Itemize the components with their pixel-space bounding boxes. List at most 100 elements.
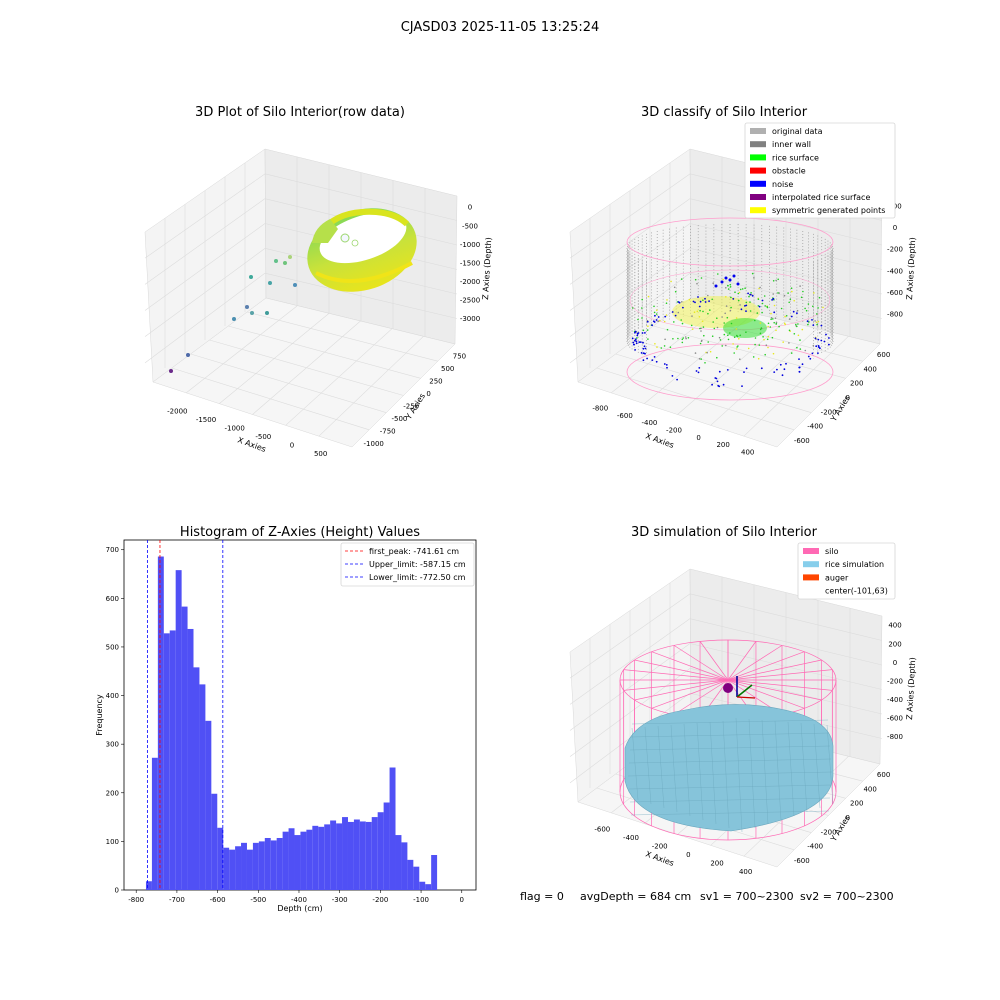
surface-point [778, 325, 780, 328]
x-tick-label: -500 [255, 433, 271, 441]
hist-bar [205, 720, 212, 890]
surface-point [802, 290, 804, 293]
hist-x-tick-label: -200 [372, 896, 388, 904]
surface-point [767, 322, 770, 325]
noise-point [682, 306, 684, 309]
noise-point [761, 299, 764, 302]
surface-point [725, 305, 728, 307]
hist-bar [300, 831, 307, 890]
raw-point [169, 369, 173, 373]
surface-point [772, 318, 774, 320]
noise-point [634, 331, 636, 334]
surface-point [758, 287, 760, 290]
surface-point [780, 307, 783, 310]
surface-point [772, 280, 775, 282]
surface-point [719, 339, 722, 341]
noise-point [758, 305, 761, 308]
surface-point [647, 325, 649, 328]
surface-point [761, 302, 764, 305]
surface-point [745, 301, 748, 304]
surface-point [753, 277, 755, 279]
footer-avg-depth: avgDepth = 684 cm [580, 890, 691, 903]
hist-y-tick-label: 700 [106, 546, 119, 554]
hist-bar [401, 842, 408, 890]
noise-point [694, 301, 696, 304]
surface-point [687, 337, 690, 339]
surface-point [737, 292, 740, 295]
y-tick-label: 400 [863, 785, 876, 793]
surface-point [775, 329, 777, 332]
legend-swatch [750, 141, 766, 148]
noise-point [655, 319, 658, 321]
noise-point [642, 352, 645, 355]
surface-point [814, 320, 816, 322]
surface-point [696, 310, 699, 313]
surface-point [812, 305, 814, 308]
surface-point [737, 299, 740, 302]
noise-point [698, 305, 701, 308]
raw-point [288, 255, 292, 259]
surface-point [760, 327, 763, 329]
legend-label: inner wall [772, 140, 811, 149]
y-tick-label: 750 [453, 352, 466, 360]
surface-point [663, 345, 666, 347]
noise-point [646, 357, 648, 360]
surface-point [674, 290, 677, 293]
noise-point [812, 324, 815, 326]
surface-point [670, 280, 672, 283]
noise-point [798, 366, 801, 369]
surface-point [657, 320, 660, 323]
y-tick-label: -500 [391, 415, 407, 423]
hist-bar [264, 837, 271, 890]
surface-point [665, 302, 668, 305]
surface-point [700, 330, 702, 332]
z-tick-label: -400 [887, 696, 903, 704]
surface-point [727, 338, 730, 341]
noise-point [724, 276, 728, 280]
surface-point [701, 320, 704, 323]
hist-bar [151, 757, 158, 890]
surface-point [655, 313, 658, 315]
noise-point [815, 345, 818, 348]
raw-point [245, 305, 249, 309]
hist-legend-label: first_peak: -741.61 cm [369, 547, 459, 556]
noise-point [776, 368, 778, 371]
noise-point [745, 367, 748, 370]
legend-swatch [803, 548, 819, 554]
noise-point [811, 352, 814, 355]
surface-point [698, 316, 701, 318]
y-tick-label: -1000 [364, 440, 384, 448]
hist-bar [383, 802, 390, 890]
noise-point [796, 312, 798, 315]
hist-bar [229, 849, 236, 890]
surface-point [767, 325, 769, 328]
surface-point [770, 317, 773, 319]
raw-point [249, 275, 253, 279]
surface-point [735, 317, 738, 319]
hist-y-tick-label: 400 [106, 692, 119, 700]
surface-point [812, 344, 815, 347]
hist-bar [199, 684, 206, 891]
surface-point [772, 352, 775, 355]
surface-point [797, 334, 800, 337]
surface-point [699, 309, 701, 312]
z-tick-label: -1500 [460, 259, 480, 267]
legend-swatch [803, 574, 819, 581]
surface-point [764, 353, 766, 356]
classify-legend: original data inner wall rice surface obsta… [744, 122, 896, 219]
surface-point [763, 295, 766, 297]
hist-bar [288, 828, 295, 890]
noise-point [781, 374, 784, 377]
surface-point [799, 339, 801, 341]
sim-title: 3D simulation of Silo Interior [631, 525, 818, 540]
surface-point [647, 338, 649, 340]
noise-point [640, 352, 643, 354]
noise-point [717, 384, 720, 387]
noise-point [820, 339, 823, 342]
surface-point [646, 329, 649, 331]
surface-point [764, 305, 766, 307]
noise-point [654, 314, 656, 317]
surface-point [796, 346, 798, 349]
figure-suptitle: CJASD03 2025-11-05 13:25:24 [401, 20, 600, 35]
